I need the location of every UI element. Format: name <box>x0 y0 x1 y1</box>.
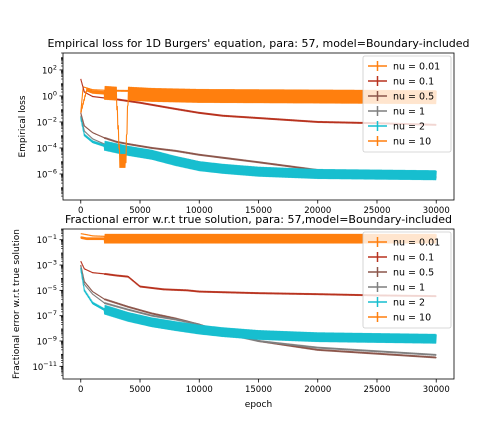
legend-label: nu = 0.1 <box>393 253 434 264</box>
x-tick-label: 25000 <box>363 206 390 216</box>
y-tick-label: 10−9 <box>37 335 57 348</box>
y-axis-label: Fractional error w.r.t true solution <box>12 229 22 379</box>
legend-label: nu = 10 <box>393 313 431 324</box>
legend-label: nu = 0.5 <box>393 92 434 103</box>
series-line-4 <box>80 267 437 344</box>
x-tick-label: 20000 <box>304 206 331 216</box>
x-tick-label: 15000 <box>245 206 272 216</box>
legend-label: nu = 1 <box>393 283 425 294</box>
y-tick-label: 10−5 <box>37 284 57 297</box>
x-tick-label: 10000 <box>186 385 213 395</box>
legend-label: nu = 2 <box>393 122 425 133</box>
legend-label: nu = 0.01 <box>393 62 440 73</box>
y-tick-label: 102 <box>42 63 57 76</box>
y-tick-label: 10−3 <box>37 259 57 272</box>
x-tick-label: 30000 <box>423 385 450 395</box>
x-tick-label: 0 <box>78 206 83 216</box>
y-tick-label: 10−1 <box>37 233 57 246</box>
plot-frame <box>62 228 455 380</box>
x-tick-label: 25000 <box>363 385 390 395</box>
plot-frame <box>62 52 455 201</box>
x-tick-label: 5000 <box>129 206 151 216</box>
x-axis-label: epoch <box>245 400 272 410</box>
legend-box <box>362 231 452 329</box>
chart-title: Empirical loss for 1D Burgers' equation,… <box>47 37 469 50</box>
legend-label: nu = 1 <box>393 107 425 118</box>
y-tick-label: 10−2 <box>37 115 57 128</box>
legend-label: nu = 2 <box>393 298 425 309</box>
legend-box <box>362 55 452 153</box>
y-axis-label: Empirical loss <box>18 95 28 157</box>
x-tick-label: 10000 <box>186 206 213 216</box>
legend-label: nu = 0.1 <box>393 77 434 88</box>
x-tick-label: 0 <box>78 385 83 395</box>
chart-empirical-loss: Empirical loss for 1D Burgers' equation,… <box>18 37 470 216</box>
x-tick-label: 20000 <box>304 385 331 395</box>
series-line-3 <box>80 266 437 356</box>
legend-label: nu = 10 <box>393 137 431 148</box>
x-tick-label: 30000 <box>423 206 450 216</box>
legend-label: nu = 0.5 <box>393 268 434 279</box>
legend-label: nu = 0.01 <box>393 238 440 249</box>
x-tick-label: 5000 <box>129 385 151 395</box>
y-tick-label: 100 <box>42 89 57 102</box>
y-tick-label: 10−7 <box>37 309 57 322</box>
chart-fractional-error: Fractional error w.r.t true solution, pa… <box>12 213 455 410</box>
y-tick-label: 10−6 <box>37 167 57 180</box>
series-line-4 <box>80 117 437 181</box>
y-tick-label: 10−4 <box>37 141 57 154</box>
legend: nu = 0.01 nu = 0.1 nu = 0.5 nu = 1 nu = 2 nu … <box>362 231 452 329</box>
chart-title: Fractional error w.r.t true solution, pa… <box>65 213 452 226</box>
x-tick-label: 15000 <box>245 385 272 395</box>
legend: nu = 0.01 nu = 0.1 nu = 0.5 nu = 1 nu = 2 nu … <box>362 55 452 153</box>
y-tick-label: 10−11 <box>32 360 57 373</box>
